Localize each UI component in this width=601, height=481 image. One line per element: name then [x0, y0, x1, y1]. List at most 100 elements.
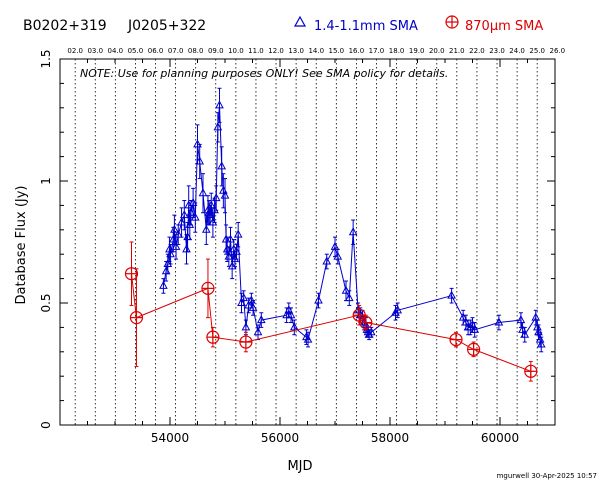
x-tick-label: 60000: [481, 431, 519, 445]
data-point: [239, 293, 249, 302]
data-point: [201, 281, 215, 295]
data-point: [352, 308, 366, 322]
legend: 1.4-1.1mm SMA 870μm SMA: [293, 15, 543, 34]
source-name: B0202+319: [23, 18, 107, 34]
y-tick-label: 0: [39, 421, 53, 429]
data-point: [206, 330, 220, 344]
plot-border: [59, 58, 556, 426]
data-point: [330, 241, 340, 250]
data-point: [344, 293, 354, 302]
legend-series-2: 870μm SMA: [465, 19, 543, 34]
data-point: [366, 327, 376, 336]
data-point: [458, 312, 468, 321]
y-axis-label: Database Flux (Jy): [14, 186, 29, 305]
data-point: [226, 234, 235, 243]
y-tick-label: 1: [39, 177, 53, 185]
top-axis-label: 24.0: [509, 47, 525, 55]
data-point: [193, 139, 202, 148]
data-point: [467, 342, 481, 356]
data-point: [129, 311, 144, 325]
data-point: [470, 324, 480, 333]
top-axis-label: 08.0: [188, 47, 204, 55]
data-point: [248, 302, 258, 311]
data-point: [494, 317, 504, 326]
data-point: [188, 197, 198, 206]
data-point: [247, 295, 256, 304]
data-point: [170, 224, 179, 233]
y-tick-label: 1.5: [39, 49, 53, 68]
data-point: [198, 188, 208, 197]
planning-note: NOTE: Use for planning purposes ONLY! Se…: [80, 67, 448, 80]
top-axis-label: 23.0: [489, 47, 505, 55]
top-axis-label: 25.0: [529, 47, 545, 55]
alias-name: J0205+322: [127, 18, 206, 34]
data-point: [253, 327, 263, 336]
data-point: [341, 285, 351, 294]
data-point: [190, 212, 200, 221]
footer-stamp: mgurwell 30-Apr-2025 10:57: [497, 472, 597, 480]
axis-layer: 02.0 03.0 04.0 05.0 06.0 07.0 08.0 09.0 10.0 11.0…: [39, 47, 565, 445]
data-point: [213, 122, 223, 131]
data-point: [217, 161, 227, 170]
top-axis-label: 21.0: [449, 47, 465, 55]
top-axis-label: 19.0: [409, 47, 425, 55]
y-tick-label: 0.5: [39, 293, 53, 312]
data-point: [449, 333, 463, 347]
top-axis-label: 15.0: [329, 47, 345, 55]
top-axis-label: 11.0: [248, 47, 264, 55]
data-point: [286, 310, 296, 319]
top-axis-label: 09.0: [208, 47, 224, 55]
top-axis-label: 10.0: [228, 47, 244, 55]
top-axis-label: 22.0: [469, 47, 485, 55]
data-point: [166, 249, 175, 258]
data-point: [168, 234, 178, 243]
top-axis-label: 04.0: [108, 47, 124, 55]
data-point: [314, 295, 323, 304]
series-line: [162, 105, 542, 345]
data-point: [215, 100, 224, 109]
data-point: [221, 234, 231, 243]
legend-circle-plus-icon: [445, 15, 459, 29]
top-axis-label: 03.0: [87, 47, 103, 55]
series-line: [131, 273, 531, 372]
data-point: [224, 251, 234, 260]
top-axis-label: 06.0: [148, 47, 164, 55]
top-axis-label: 20.0: [429, 47, 445, 55]
x-tick-label: 58000: [371, 431, 409, 445]
data-point: [232, 246, 241, 255]
data-point: [195, 156, 205, 165]
data-point: [322, 256, 332, 265]
series-layer: [124, 87, 546, 382]
top-axis-label: 13.0: [288, 47, 304, 55]
data-point: [241, 322, 251, 331]
top-axis-label: 05.0: [128, 47, 144, 55]
data-point: [177, 217, 186, 226]
data-point: [534, 327, 543, 336]
top-axis-label: 26.0: [550, 47, 566, 55]
data-point: [303, 334, 313, 343]
x-axis-label: MJD: [287, 459, 312, 474]
data-point: [163, 258, 173, 267]
top-axis-label: 14.0: [308, 47, 324, 55]
top-axis-label: 16.0: [349, 47, 365, 55]
data-point: [333, 251, 343, 260]
series-2: [124, 241, 538, 382]
series-1: [159, 87, 546, 353]
grid-layer: [74, 59, 538, 425]
data-point: [520, 329, 530, 338]
top-axis-label: 07.0: [168, 47, 184, 55]
data-point: [171, 241, 181, 250]
data-point: [536, 339, 546, 348]
data-point: [393, 305, 403, 314]
data-point: [359, 315, 373, 330]
data-point: [239, 335, 253, 349]
top-axis-label: 18.0: [389, 47, 405, 55]
data-point: [348, 227, 358, 236]
data-point: [256, 315, 266, 324]
data-point: [201, 224, 211, 233]
data-point: [233, 229, 243, 238]
top-axis-label: 12.0: [268, 47, 284, 55]
data-point: [179, 210, 189, 219]
data-point: [173, 229, 183, 238]
